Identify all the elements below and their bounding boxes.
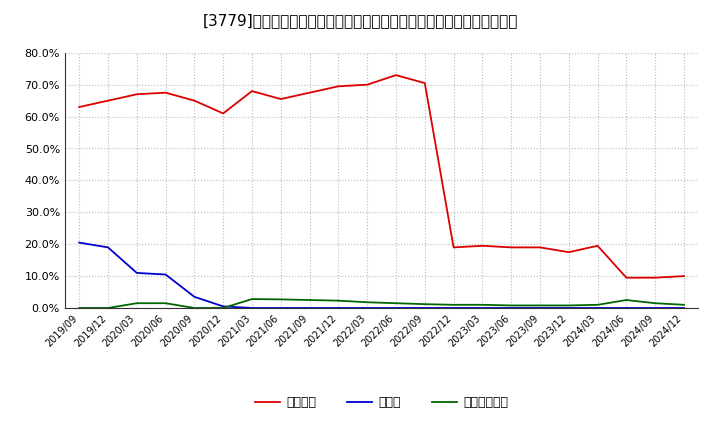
- のれん: [132, 270, 141, 275]
- のれん: [622, 305, 631, 311]
- 自己資本: [651, 275, 660, 280]
- 自己資本: [190, 98, 199, 103]
- Text: [3779]　自己資本、のれん、繰延税金資産の総資産に対する比率の推移: [3779] 自己資本、のれん、繰延税金資産の総資産に対する比率の推移: [202, 13, 518, 28]
- 繰延税金資産: [75, 305, 84, 311]
- Line: 繰延税金資産: 繰延税金資産: [79, 299, 684, 308]
- 自己資本: [334, 84, 343, 89]
- 繰延税金資産: [363, 300, 372, 305]
- 繰延税金資産: [680, 302, 688, 308]
- のれん: [593, 305, 602, 311]
- 自己資本: [478, 243, 487, 249]
- 繰延税金資産: [507, 303, 516, 308]
- 自己資本: [248, 88, 256, 94]
- 自己資本: [276, 96, 285, 102]
- 繰延税金資産: [132, 301, 141, 306]
- 自己資本: [449, 245, 458, 250]
- のれん: [104, 245, 112, 250]
- のれん: [564, 305, 573, 311]
- のれん: [507, 305, 516, 311]
- のれん: [651, 305, 660, 311]
- 自己資本: [507, 245, 516, 250]
- 繰延税金資産: [219, 305, 228, 311]
- Line: 自己資本: 自己資本: [79, 75, 684, 278]
- 自己資本: [593, 243, 602, 249]
- のれん: [276, 305, 285, 311]
- 自己資本: [219, 111, 228, 116]
- 繰延税金資産: [651, 301, 660, 306]
- 自己資本: [392, 73, 400, 78]
- 繰延税金資産: [420, 301, 429, 307]
- 繰延税金資産: [305, 297, 314, 303]
- のれん: [248, 305, 256, 311]
- のれん: [334, 305, 343, 311]
- のれん: [363, 305, 372, 311]
- 繰延税金資産: [593, 302, 602, 308]
- 繰延税金資産: [190, 305, 199, 311]
- のれん: [219, 304, 228, 309]
- 自己資本: [75, 104, 84, 110]
- 自己資本: [680, 273, 688, 279]
- 繰延税金資産: [622, 297, 631, 303]
- 自己資本: [132, 92, 141, 97]
- 自己資本: [564, 249, 573, 255]
- 繰延税金資産: [104, 305, 112, 311]
- Line: のれん: のれん: [79, 242, 684, 308]
- のれん: [305, 305, 314, 311]
- 繰延税金資産: [276, 297, 285, 302]
- 自己資本: [104, 98, 112, 103]
- 自己資本: [161, 90, 170, 95]
- のれん: [680, 305, 688, 311]
- のれん: [392, 305, 400, 311]
- 繰延税金資産: [449, 302, 458, 308]
- 自己資本: [305, 90, 314, 95]
- 繰延税金資産: [478, 302, 487, 308]
- 自己資本: [420, 81, 429, 86]
- 繰延税金資産: [536, 303, 544, 308]
- 自己資本: [363, 82, 372, 87]
- のれん: [536, 305, 544, 311]
- のれん: [75, 240, 84, 245]
- Legend: 自己資本, のれん, 繰延税金資産: 自己資本, のれん, 繰延税金資産: [250, 391, 513, 414]
- のれん: [478, 305, 487, 311]
- のれん: [190, 294, 199, 300]
- のれん: [161, 272, 170, 277]
- 繰延税金資産: [161, 301, 170, 306]
- 繰延税金資産: [248, 297, 256, 302]
- 自己資本: [622, 275, 631, 280]
- 繰延税金資産: [564, 303, 573, 308]
- 自己資本: [536, 245, 544, 250]
- のれん: [449, 305, 458, 311]
- 繰延税金資産: [392, 301, 400, 306]
- のれん: [420, 305, 429, 311]
- 繰延税金資産: [334, 298, 343, 303]
